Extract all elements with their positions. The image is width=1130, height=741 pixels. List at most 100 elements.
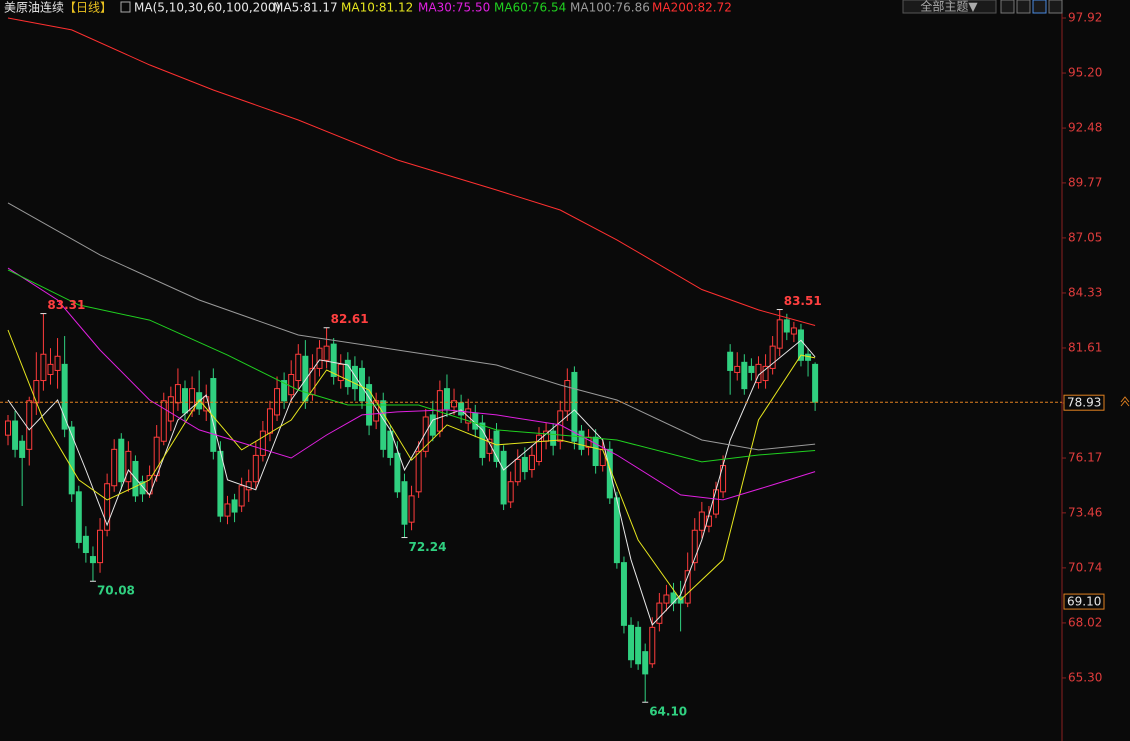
ma-line: [7, 329, 816, 601]
candle-body: [578, 430, 585, 450]
candle-body: [748, 365, 755, 373]
candle-body: [451, 400, 458, 408]
y-tick-label: 65.30: [1068, 670, 1102, 684]
candle-body: [26, 400, 33, 450]
candle-body: [75, 491, 82, 543]
y-tick-label: 70.74: [1068, 560, 1102, 574]
ma-line: [7, 339, 816, 626]
y-tick-label: 68.02: [1068, 615, 1102, 629]
candle-body: [769, 345, 776, 369]
candle-body: [139, 481, 146, 495]
theme-label: 全部主题▼: [920, 0, 978, 14]
candle-body: [458, 402, 465, 416]
candle-body: [727, 351, 734, 371]
legend-entry: MA100:76.86: [570, 1, 650, 15]
legend-entry: MA30:75.50: [418, 1, 490, 15]
candle-body: [500, 450, 507, 505]
candle-body: [642, 651, 649, 675]
legend-entry: MA10:81.12: [341, 1, 413, 15]
candle-body: [97, 529, 104, 564]
legend-entry: MA5:81.17: [273, 1, 338, 15]
candle-body: [380, 400, 387, 450]
tool-icon[interactable]: [1032, 0, 1047, 14]
annotation-label: 83.31: [47, 298, 85, 312]
candle-body: [734, 365, 741, 373]
candle-body: [663, 594, 670, 604]
candle-body: [68, 426, 75, 495]
candle-body: [12, 420, 19, 450]
candle-body: [266, 408, 273, 434]
candle-body: [231, 499, 238, 513]
candle-body: [486, 438, 493, 454]
last-price-box: [1063, 394, 1105, 411]
candle-body: [790, 327, 797, 335]
candle-body: [656, 602, 663, 624]
candle-body: [111, 448, 118, 487]
price-marker-label: 69.10: [1067, 595, 1101, 609]
y-tick-label: 84.33: [1068, 285, 1102, 299]
candle-body: [564, 380, 571, 412]
y-tick-label: 81.61: [1068, 340, 1102, 354]
ma-line: [7, 269, 816, 463]
candle-body: [167, 396, 174, 422]
candle-body: [514, 458, 521, 483]
candle-body: [359, 367, 365, 402]
candle-body: [415, 450, 422, 493]
tool-icon[interactable]: [1000, 0, 1015, 14]
candle-body: [592, 436, 599, 467]
ma-line: [7, 17, 816, 326]
candle-body: [797, 329, 804, 361]
tool-icon[interactable]: [1016, 0, 1031, 14]
candle-body: [182, 388, 188, 414]
candle-body: [330, 343, 337, 378]
candle-body: [521, 456, 528, 473]
candle-body: [628, 624, 635, 661]
candle-body: [252, 454, 259, 483]
y-tick-label: 76.17: [1068, 451, 1102, 465]
candle-body: [762, 365, 769, 382]
candle-body: [125, 450, 132, 483]
candle-body: [713, 489, 719, 515]
candle-body: [238, 485, 245, 507]
candle-body: [295, 353, 302, 382]
candle-body: [635, 626, 642, 665]
candle-body: [302, 355, 309, 402]
candle-body: [783, 319, 790, 333]
y-tick-label: 97.92: [1068, 11, 1102, 25]
candle-body: [337, 363, 344, 382]
annotation-label: 70.08: [97, 584, 135, 598]
candle-body: [698, 511, 705, 531]
candle-body: [323, 345, 330, 361]
candle-body: [174, 384, 181, 404]
candle-body: [422, 416, 429, 452]
candle-body: [104, 483, 111, 531]
candle-body: [528, 454, 535, 471]
price-marker-box: [1063, 593, 1105, 610]
candle-body: [19, 440, 26, 458]
candle-body: [54, 355, 61, 371]
theme-button[interactable]: [902, 0, 997, 14]
candle-body: [33, 380, 40, 404]
candle-body: [571, 371, 578, 442]
arrow-icon: [1120, 396, 1130, 407]
candle-body: [224, 503, 231, 517]
candle-body: [61, 363, 68, 430]
annotation-label: 72.24: [408, 540, 446, 554]
legend-entry: MA60:76.54: [494, 1, 566, 15]
candle-body: [217, 450, 224, 517]
candle-body: [670, 592, 677, 604]
indicator-icon[interactable]: [120, 1, 131, 13]
candle-body: [288, 373, 295, 396]
annotation-label: 83.51: [784, 294, 822, 308]
legend-entry: MA200:82.72: [652, 1, 732, 15]
candle-body: [281, 380, 288, 402]
candle-body: [550, 430, 557, 446]
candle-body: [776, 319, 783, 349]
tool-icon[interactable]: [1048, 0, 1063, 14]
candle-body: [443, 388, 450, 410]
candle-body: [40, 353, 47, 382]
candle-body: [5, 420, 11, 436]
candle-body: [599, 448, 606, 467]
